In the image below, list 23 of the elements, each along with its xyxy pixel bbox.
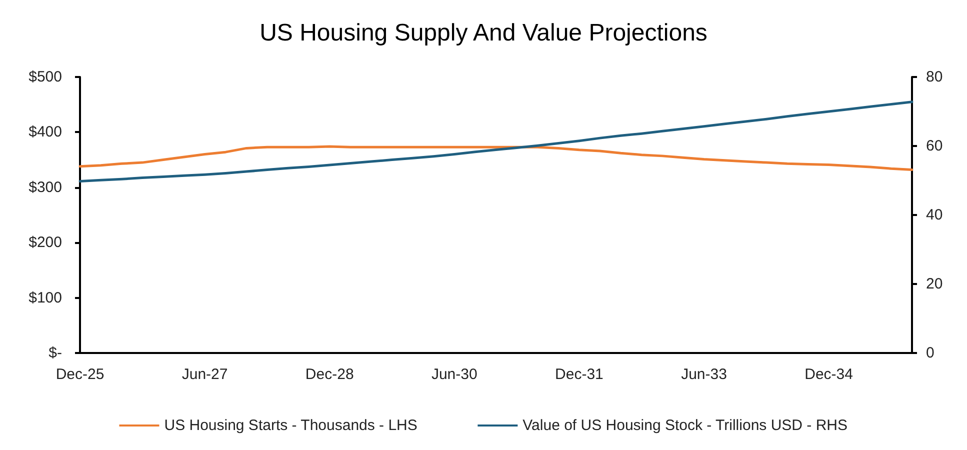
y2-tick-label: 20	[926, 276, 943, 292]
chart-title: US Housing Supply And Value Projections	[260, 20, 708, 46]
x-tick-label: Dec-28	[305, 366, 354, 383]
legend-label: US Housing Starts - Thousands - LHS	[164, 417, 418, 434]
line-series	[78, 145, 914, 171]
x-tick-label: Dec-31	[555, 366, 604, 383]
x-tick-label: Jun-33	[681, 366, 727, 383]
y-tick-label: $300	[28, 178, 62, 196]
y2-tick-label: 0	[926, 344, 934, 362]
legend-label: Value of US Housing Stock - Trillions USD - RHS	[522, 417, 848, 434]
y-tick-label: $200	[28, 234, 62, 252]
y2-tick-label: 40	[926, 206, 943, 224]
x-tick-label: Dec-25	[56, 366, 104, 383]
y-tick-label: $-	[48, 344, 62, 362]
y2-tick-label: 80	[926, 68, 943, 86]
y-tick-label: $500	[28, 68, 62, 86]
x-tick-label: Jun-30	[431, 366, 478, 383]
x-tick-label: Dec-34	[804, 366, 853, 383]
y-tick-label: $100	[28, 289, 62, 306]
y-tick-label: $400	[28, 124, 62, 141]
x-tick-label: Jun-27	[182, 366, 228, 383]
y2-tick-label: 60	[926, 138, 943, 154]
line-series	[78, 100, 914, 182]
